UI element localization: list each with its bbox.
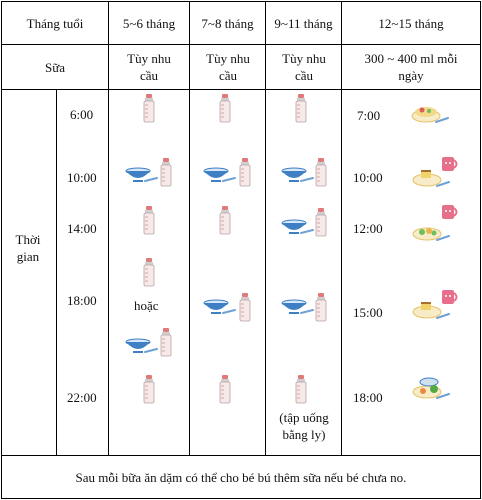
- time-12-15-e: 18:00: [353, 390, 383, 405]
- baby-bottle-icon: [143, 94, 155, 123]
- header-5-6-months: 5~6 tháng: [122, 15, 176, 31]
- baby-bottle-icon: [239, 158, 251, 187]
- cup-icon: [442, 157, 458, 171]
- baby-bottle-icon: [219, 375, 231, 404]
- milk-7-8: Tùy nhu cầu: [206, 51, 250, 83]
- bowl-and-spoon-icon: [281, 219, 314, 234]
- milk-5-6: Tùy nhu cầu: [127, 51, 171, 83]
- bowl-and-spoon-icon: [125, 167, 158, 182]
- plate-meal-icon: [411, 107, 449, 123]
- header-7-8-months: 7~8 tháng: [201, 15, 254, 31]
- plate-meal-icon: [412, 377, 450, 399]
- baby-bottle-icon: [219, 206, 231, 235]
- time-12-15-b: 10:00: [353, 170, 383, 185]
- bowl-and-spoon-icon: [125, 338, 158, 353]
- bowl-and-spoon-icon: [281, 299, 314, 314]
- plate-meal-icon: [412, 302, 450, 319]
- time-12-15-c: 12:00: [353, 221, 383, 236]
- header-age: Tháng tuổi: [26, 15, 84, 31]
- baby-bottle-icon: [160, 328, 172, 357]
- time-label: Thời gian: [15, 232, 41, 264]
- milk-label: Sữa: [44, 59, 66, 75]
- baby-bottle-icon: [143, 375, 155, 404]
- bowl-and-spoon-icon: [203, 299, 236, 314]
- milk-9-11: Tùy nhu cầu: [282, 51, 326, 83]
- time-12-15-d: 15:00: [353, 305, 383, 320]
- baby-bottle-icon: [143, 206, 155, 235]
- baby-bottle-icon: [295, 94, 307, 123]
- milk-12-15: 300 ~ 400 ml mỗi ngày: [364, 51, 458, 83]
- time-6: 6:00: [70, 107, 94, 122]
- time-18: 18:00: [67, 293, 97, 308]
- bowl-and-spoon-icon: [203, 167, 236, 182]
- time-14: 14:00: [67, 221, 97, 236]
- baby-bottle-icon: [219, 94, 231, 123]
- baby-bottle-icon: [315, 208, 327, 237]
- bowl-and-spoon-icon: [281, 167, 314, 182]
- header-9-11-months: 9~11 tháng: [274, 15, 333, 31]
- cup-icon: [442, 290, 458, 304]
- time-22: 22:00: [67, 390, 97, 405]
- baby-bottle-icon: [315, 158, 327, 187]
- footer-note: Sau mỗi bữa ăn dặm có thể cho bé bú thêm…: [75, 469, 407, 485]
- or-text: hoặc: [134, 298, 159, 313]
- baby-bottle-icon: [295, 375, 307, 404]
- header-12-15-months: 12~15 tháng: [378, 15, 444, 31]
- time-12-15-a: 7:00: [357, 108, 381, 123]
- plate-meal-icon: [412, 227, 450, 241]
- baby-bottle-icon: [239, 293, 251, 322]
- baby-bottle-icon: [315, 293, 327, 322]
- cup-note: (tập uống bằng ly): [279, 410, 329, 442]
- plate-meal-icon: [412, 170, 450, 187]
- cup-icon: [442, 205, 458, 219]
- baby-bottle-icon: [143, 258, 155, 287]
- time-10: 10:00: [67, 170, 97, 185]
- baby-bottle-icon: [160, 158, 172, 187]
